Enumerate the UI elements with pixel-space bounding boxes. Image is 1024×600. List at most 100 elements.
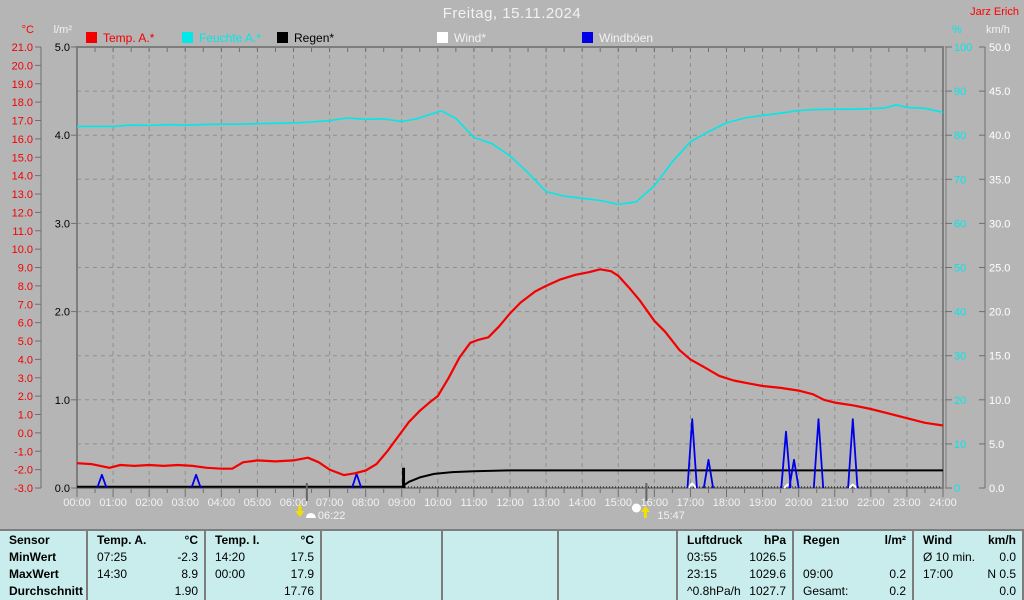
stat-value: 0.0 [999, 584, 1016, 598]
x-axis-label: 15:00 [604, 497, 632, 509]
column-header: Luftdruck hPa [678, 532, 792, 549]
stats-column-temp-i: Temp. I. °C 14:20 17.5 00:00 17.9 17.76 [206, 531, 322, 600]
wind-axis-label: 10.0 [989, 395, 1010, 407]
stats-cell: 0.0 [914, 583, 1022, 600]
gust-spike [847, 418, 859, 489]
column-name: Temp. A. [97, 533, 147, 547]
rain-axis-label: 2.0 [55, 307, 70, 319]
rain-curve [77, 469, 943, 488]
stat-time: 00:00 [215, 567, 246, 581]
x-axis-label: 18:00 [713, 497, 741, 509]
stats-cell: ^0.8hPa/h 1027.7 [678, 583, 792, 600]
legend-label-windboeen: Windböen [599, 30, 654, 45]
stats-cell: 03:55 1026.5 [678, 549, 792, 566]
x-axis-label: 12:00 [496, 497, 524, 509]
humidity-axis-unit: % [952, 24, 962, 36]
stat-value: -2.3 [177, 550, 198, 564]
stats-column-regen: Regen l/m² 09:00 0.2 Gesamt: 0.2 [794, 531, 914, 600]
wind-axis-label: 40.0 [989, 130, 1010, 142]
x-axis-label: 20:00 [785, 497, 813, 509]
row-label: Sensor [0, 532, 86, 549]
legend-swatch-temp-a-icon [86, 32, 97, 43]
stat-value: 17.5 [290, 550, 314, 564]
x-axis-label: 21:00 [821, 497, 849, 509]
x-axis-label: 17:00 [677, 497, 705, 509]
gust-spike [702, 458, 714, 489]
wind-blip [687, 482, 697, 489]
row-label-text: MaxWert [9, 567, 59, 581]
rain-axis-label: 3.0 [55, 218, 70, 230]
x-axis-label: 05:00 [244, 497, 272, 509]
column-header: Wind km/h [914, 532, 1022, 549]
wind-axis-label: 45.0 [989, 86, 1010, 98]
humidity-axis-label: 70 [954, 174, 966, 186]
stat-value: 8.9 [181, 567, 198, 581]
column-header: Temp. I. °C [206, 532, 320, 549]
legend-label-temp-a: Temp. A.* [103, 30, 155, 45]
sun-icon [631, 503, 641, 513]
wind-axis-label: 35.0 [989, 174, 1010, 186]
temp-axis-label: 9.0 [18, 263, 33, 275]
x-axis-label: 04:00 [208, 497, 236, 509]
wind-blip [848, 483, 858, 489]
stats-cell: 14:30 8.9 [88, 566, 204, 583]
temp-axis-label: 17.0 [12, 116, 33, 128]
column-header [322, 532, 441, 549]
stats-cell: 23:15 1029.6 [678, 566, 792, 583]
column-header [559, 532, 676, 549]
stats-column-wind: Wind km/h Ø 10 min. 0.0 17:00 N 0.5 0.0 [914, 531, 1024, 600]
temp-axis-unit: °C [21, 24, 34, 36]
temp-axis-label: 7.0 [18, 299, 33, 311]
stat-time: ^0.8hPa/h [687, 584, 741, 598]
stats-cell: 14:20 17.5 [206, 549, 320, 566]
humidity-axis-label: 100 [954, 42, 972, 54]
temp-axis-label: -3.0 [14, 483, 33, 495]
temp-axis-label: 21.0 [12, 42, 33, 54]
stats-cell: Ø 10 min. 0.0 [914, 549, 1022, 566]
stat-time: Ø 10 min. [923, 550, 976, 564]
stat-value: 17.76 [283, 584, 314, 598]
x-axis-label: 06:00 [280, 497, 308, 509]
stats-cell: 17.76 [206, 583, 320, 600]
wind-axis-label: 50.0 [989, 42, 1010, 54]
temp-curve [76, 268, 944, 477]
page-title: Freitag, 15.11.2024 [442, 5, 582, 22]
temp-axis-label: 6.0 [18, 318, 33, 330]
stat-value: N 0.5 [987, 567, 1016, 581]
temp-axis-label: -2.0 [14, 465, 33, 477]
plot-border [76, 46, 944, 489]
sunrise-arrow-icon [295, 505, 305, 517]
station-name: Jarz Erich [970, 6, 1019, 18]
stat-time: Gesamt: [803, 584, 849, 598]
stat-value: 1026.5 [749, 550, 786, 564]
column-header [443, 532, 557, 549]
rain-axis-label: 1.0 [55, 395, 70, 407]
row-label-text: Sensor [9, 533, 50, 547]
legend-label-regen: Regen* [294, 30, 335, 45]
temp-axis-label: 13.0 [12, 189, 33, 201]
temp-axis-label: 15.0 [12, 152, 33, 164]
gust-spike [96, 473, 108, 489]
stats-cell: 17:00 N 0.5 [914, 566, 1022, 583]
legend-item-regen: Regen* [277, 30, 335, 45]
stats-cell: Gesamt: 0.2 [794, 583, 912, 600]
legend-label-wind: Wind* [454, 30, 487, 45]
weather-chart: -3.0 -2.0 -1.0 0.0 1.0 2.0 3.0 4.0 5.0 6.0 7.0 8.0 9… [12, 42, 1011, 522]
column-unit: km/h [987, 533, 1016, 547]
stats-cell: 1.90 [88, 583, 204, 600]
stats-column-luftdruck: Luftdruck hPa 03:55 1026.5 23:15 1029.6 ^0.8hP… [678, 531, 794, 600]
temp-axis-label: 12.0 [12, 207, 33, 219]
stats-cell [443, 549, 557, 566]
stats-cell [443, 583, 557, 600]
wind-axis-label: 15.0 [989, 351, 1010, 363]
stats-cell [559, 566, 676, 583]
gust-spike [788, 458, 800, 489]
temp-axis-label: 18.0 [12, 97, 33, 109]
wind-axis-label: 25.0 [989, 263, 1010, 275]
x-axis-label: 01:00 [99, 497, 127, 509]
stats-column-empty-3 [559, 531, 678, 600]
temp-axis-label: 8.0 [18, 281, 33, 293]
stat-value: 1029.6 [749, 567, 786, 581]
stat-time: 23:15 [687, 567, 718, 581]
